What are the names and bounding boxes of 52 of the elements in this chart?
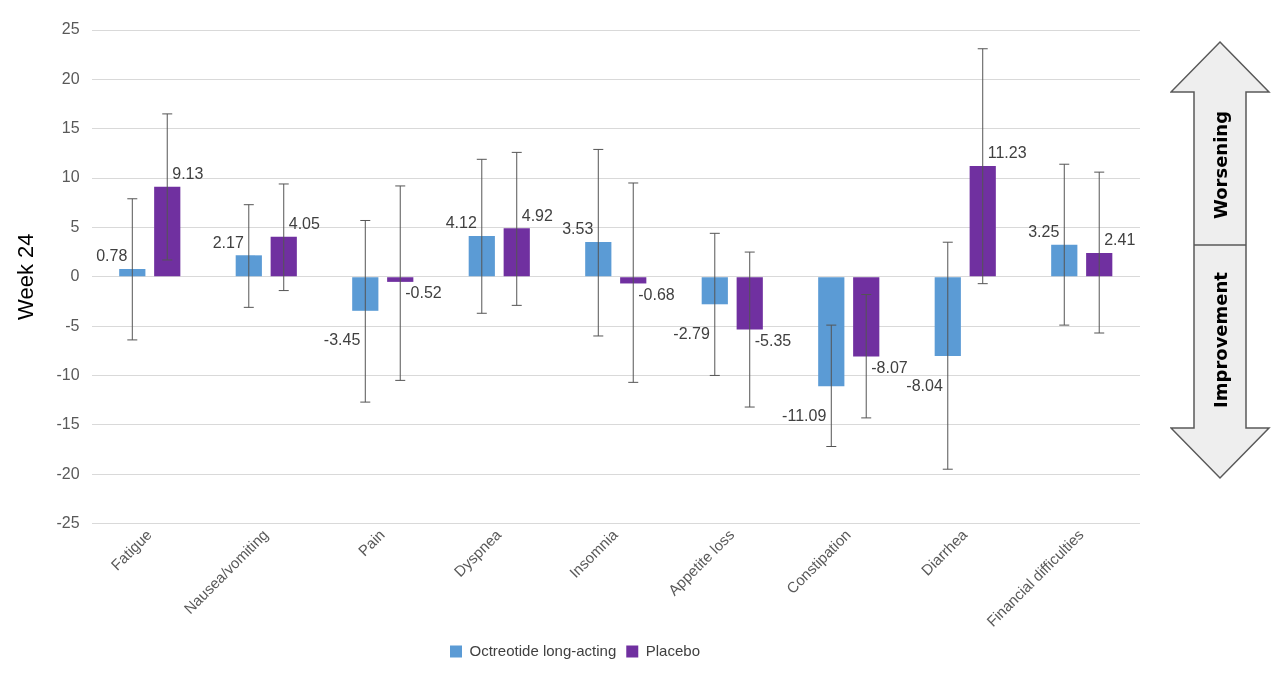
data-label: 4.92 (521, 206, 553, 224)
bar (818, 277, 845, 387)
bar (969, 165, 996, 277)
bar (154, 186, 181, 277)
data-label: 3.25 (1028, 223, 1060, 241)
y-tick-label: -15 (56, 415, 80, 433)
data-label: 2.41 (1104, 231, 1136, 249)
bar (1086, 252, 1113, 277)
bar (620, 277, 647, 284)
bar (270, 236, 297, 277)
bar (235, 255, 262, 277)
y-tick-label: -10 (56, 365, 80, 383)
y-axis-title: Week 24 (13, 233, 39, 320)
bar (503, 228, 530, 277)
y-tick-label: -25 (56, 513, 80, 531)
bar (934, 277, 961, 357)
double-arrow: Worsening Improvement (1170, 40, 1271, 480)
y-tick-label: -20 (56, 464, 80, 482)
x-tick-label: Pain (354, 525, 388, 560)
data-label: -3.45 (323, 331, 361, 349)
y-tick-label: 10 (61, 168, 80, 186)
data-label: -2.79 (673, 324, 710, 342)
data-label: 3.53 (562, 220, 594, 238)
data-label: -5.35 (754, 331, 792, 349)
bar (119, 269, 146, 277)
bar (387, 277, 414, 282)
legend-label: Placebo (645, 641, 700, 659)
y-tick-label: 25 (61, 20, 80, 38)
y-tick-label: 15 (61, 119, 80, 137)
data-label: 11.23 (987, 144, 1027, 162)
data-label: 2.17 (212, 233, 244, 251)
data-label: 4.05 (288, 215, 320, 233)
bar (701, 277, 728, 305)
bar (468, 236, 495, 277)
data-label: -8.07 (871, 358, 908, 376)
data-label: -0.68 (638, 285, 675, 303)
y-tick-label: 0 (70, 267, 80, 285)
data-label: -8.04 (906, 376, 943, 394)
data-label: 0.78 (96, 247, 128, 265)
bar (352, 277, 379, 311)
y-tick-label: 20 (61, 69, 80, 87)
y-tick-label: 5 (70, 217, 80, 235)
legend-label: Octreotide long-acting (469, 641, 617, 659)
bar (585, 241, 612, 277)
data-label: -11.09 (782, 406, 827, 424)
bar (853, 277, 880, 357)
y-tick-label: -5 (65, 316, 80, 334)
data-label: -0.52 (405, 284, 442, 302)
bar (1051, 244, 1078, 277)
data-label: 4.12 (445, 214, 477, 232)
data-label: 9.13 (172, 165, 204, 183)
bar (736, 277, 763, 330)
